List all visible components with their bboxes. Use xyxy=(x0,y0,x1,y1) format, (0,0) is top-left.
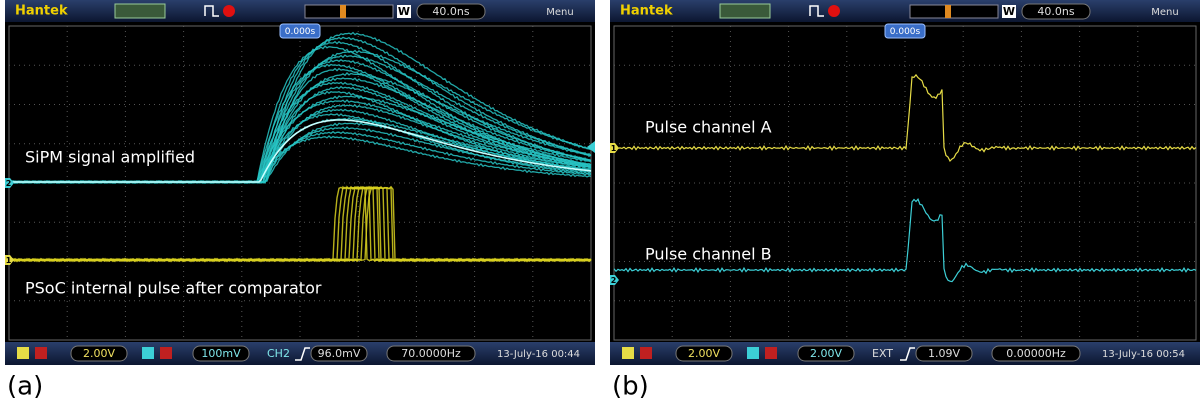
channel-marker-label: 1 xyxy=(6,256,12,265)
bw-icon xyxy=(640,347,652,359)
scope-panel: 1 2 0.000s Hantek W 40.0ns Menu SiPM signal amp… xyxy=(5,0,595,402)
annotation: SiPM signal amplified xyxy=(25,148,195,167)
scope-panel: 1 2 0.000s Hantek W 40.0ns Menu Pulse channel A… xyxy=(610,0,1200,402)
mode-icons xyxy=(720,4,770,18)
annotation: Pulse channel A xyxy=(645,118,772,137)
memory-window xyxy=(945,5,951,18)
ch1-icon xyxy=(622,347,634,359)
timebase: 40.0ns xyxy=(432,5,469,18)
ch2-icon xyxy=(747,347,759,359)
status-value: 70.0000Hz xyxy=(401,347,461,360)
stop-indicator xyxy=(828,5,840,17)
bw-icon xyxy=(765,347,777,359)
datetime: 13-July-16 00:44 xyxy=(497,349,580,360)
channel-marker-label: 2 xyxy=(6,179,12,188)
w-label: W xyxy=(1003,5,1015,18)
status-value: 2.00V xyxy=(810,347,842,360)
memory-window xyxy=(340,5,346,18)
ch1-icon xyxy=(17,347,29,359)
page: 1 2 0.000s Hantek W 40.0ns Menu SiPM signal amp… xyxy=(0,0,1203,407)
memory-bar xyxy=(305,5,393,18)
ch2-icon xyxy=(142,347,154,359)
panel-label: (b) xyxy=(612,372,649,402)
w-label: W xyxy=(398,5,410,18)
trigger-position: 0.000s xyxy=(890,27,921,37)
trigger-position: 0.000s xyxy=(285,27,316,37)
timebase: 40.0ns xyxy=(1037,5,1074,18)
status-value: 96.0mV xyxy=(318,347,361,360)
panel-label: (a) xyxy=(7,372,43,402)
memory-bar xyxy=(910,5,998,18)
stop-indicator xyxy=(223,5,235,17)
mode-icons xyxy=(115,4,165,18)
datetime: 13-July-16 00:54 xyxy=(1102,349,1185,360)
toolbar xyxy=(5,0,595,22)
status-value: 100mV xyxy=(201,347,241,360)
annotation: PSoC internal pulse after comparator xyxy=(25,279,322,298)
status-value: 0.00000Hz xyxy=(1006,347,1066,360)
brand: Hantek xyxy=(15,4,68,19)
trigger-source: EXT xyxy=(872,347,893,360)
bw-icon xyxy=(160,347,172,359)
status-value: 2.00V xyxy=(688,347,720,360)
toolbar xyxy=(610,0,1200,22)
trigger-source: CH2 xyxy=(267,347,290,360)
bw-icon xyxy=(35,347,47,359)
channel-marker-label: 2 xyxy=(611,276,617,285)
menu: Menu xyxy=(1151,7,1178,18)
brand: Hantek xyxy=(620,4,673,19)
channel-marker-label: 1 xyxy=(611,144,617,153)
status-value: 1.09V xyxy=(928,347,960,360)
status-value: 2.00V xyxy=(83,347,115,360)
annotation: Pulse channel B xyxy=(645,245,772,264)
menu: Menu xyxy=(546,7,573,18)
